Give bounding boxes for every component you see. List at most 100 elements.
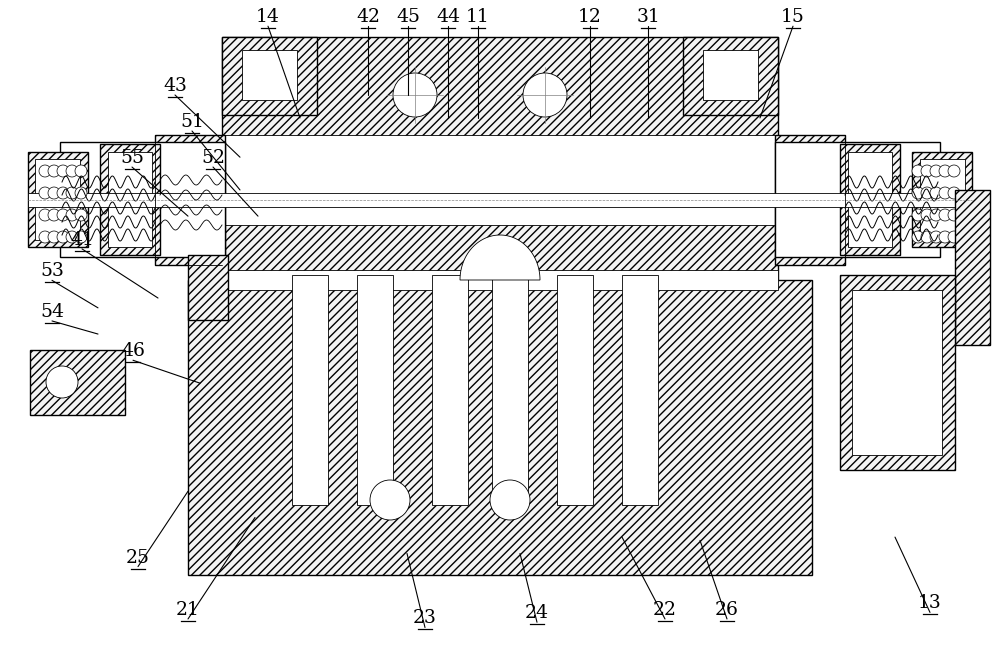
Circle shape [885, 410, 895, 420]
Text: 12: 12 [578, 9, 602, 26]
Circle shape [39, 187, 51, 199]
Circle shape [939, 165, 951, 177]
Bar [30, 350, 125, 415]
Circle shape [899, 410, 909, 420]
Circle shape [871, 410, 881, 420]
Polygon shape [460, 235, 540, 280]
Text: 51: 51 [180, 113, 204, 131]
Bar [852, 290, 942, 455]
Text: 22: 22 [653, 601, 677, 619]
Circle shape [921, 187, 933, 199]
Circle shape [490, 480, 530, 520]
Circle shape [899, 392, 909, 402]
Bar [357, 275, 393, 505]
Circle shape [75, 165, 87, 177]
Bar [188, 280, 812, 575]
Bar [222, 37, 317, 115]
Text: 41: 41 [70, 231, 94, 249]
Bar [703, 50, 758, 100]
Circle shape [39, 209, 51, 221]
Text: 46: 46 [121, 343, 145, 360]
Circle shape [930, 209, 942, 221]
Bar [242, 50, 297, 100]
Circle shape [921, 165, 933, 177]
Circle shape [871, 392, 881, 402]
Bar [775, 135, 845, 265]
Circle shape [75, 187, 87, 199]
Circle shape [939, 231, 951, 243]
Bar [222, 270, 778, 290]
Circle shape [66, 165, 78, 177]
Text: 21: 21 [176, 601, 200, 619]
Text: 44: 44 [436, 9, 460, 26]
Text: 11: 11 [466, 9, 490, 26]
Circle shape [857, 428, 867, 438]
Circle shape [885, 392, 895, 402]
Circle shape [912, 187, 924, 199]
Text: 42: 42 [356, 9, 380, 26]
Circle shape [39, 165, 51, 177]
Circle shape [912, 231, 924, 243]
Text: 45: 45 [396, 9, 420, 26]
Text: 25: 25 [126, 549, 150, 567]
Circle shape [921, 231, 933, 243]
Circle shape [66, 209, 78, 221]
Bar [108, 152, 152, 247]
Bar [912, 152, 972, 247]
Text: 15: 15 [781, 9, 805, 26]
Text: 43: 43 [163, 77, 187, 95]
Circle shape [48, 165, 60, 177]
Circle shape [57, 187, 69, 199]
Circle shape [939, 187, 951, 199]
Bar [28, 152, 88, 247]
Circle shape [912, 209, 924, 221]
Circle shape [948, 187, 960, 199]
Circle shape [75, 231, 87, 243]
Circle shape [523, 73, 567, 117]
Circle shape [48, 209, 60, 221]
Bar [35, 159, 80, 240]
Circle shape [48, 231, 60, 243]
Circle shape [46, 366, 78, 398]
Circle shape [948, 209, 960, 221]
Text: 52: 52 [201, 149, 225, 167]
Bar [920, 159, 965, 240]
Bar [848, 152, 892, 247]
Circle shape [57, 165, 69, 177]
Bar [222, 37, 778, 290]
Circle shape [370, 480, 410, 520]
Circle shape [393, 73, 437, 117]
Bar [60, 142, 225, 257]
Circle shape [57, 209, 69, 221]
Bar [188, 255, 228, 320]
Text: 14: 14 [256, 9, 280, 26]
Circle shape [66, 187, 78, 199]
Circle shape [899, 428, 909, 438]
Circle shape [912, 165, 924, 177]
Circle shape [939, 209, 951, 221]
Bar [222, 135, 778, 225]
Circle shape [930, 187, 942, 199]
Circle shape [948, 231, 960, 243]
Text: 24: 24 [525, 605, 549, 622]
Circle shape [857, 410, 867, 420]
Circle shape [885, 428, 895, 438]
Text: 26: 26 [715, 601, 739, 619]
Circle shape [66, 231, 78, 243]
Bar [28, 193, 972, 207]
Bar [100, 144, 160, 255]
Bar [622, 275, 658, 505]
Text: 55: 55 [120, 149, 144, 167]
Bar [432, 275, 468, 505]
Text: 53: 53 [40, 263, 64, 280]
Circle shape [948, 165, 960, 177]
Bar [840, 144, 900, 255]
Bar [155, 135, 225, 265]
Bar [775, 142, 940, 257]
Circle shape [871, 428, 881, 438]
Bar [557, 275, 593, 505]
Circle shape [930, 231, 942, 243]
Circle shape [39, 231, 51, 243]
Circle shape [857, 392, 867, 402]
Circle shape [48, 187, 60, 199]
